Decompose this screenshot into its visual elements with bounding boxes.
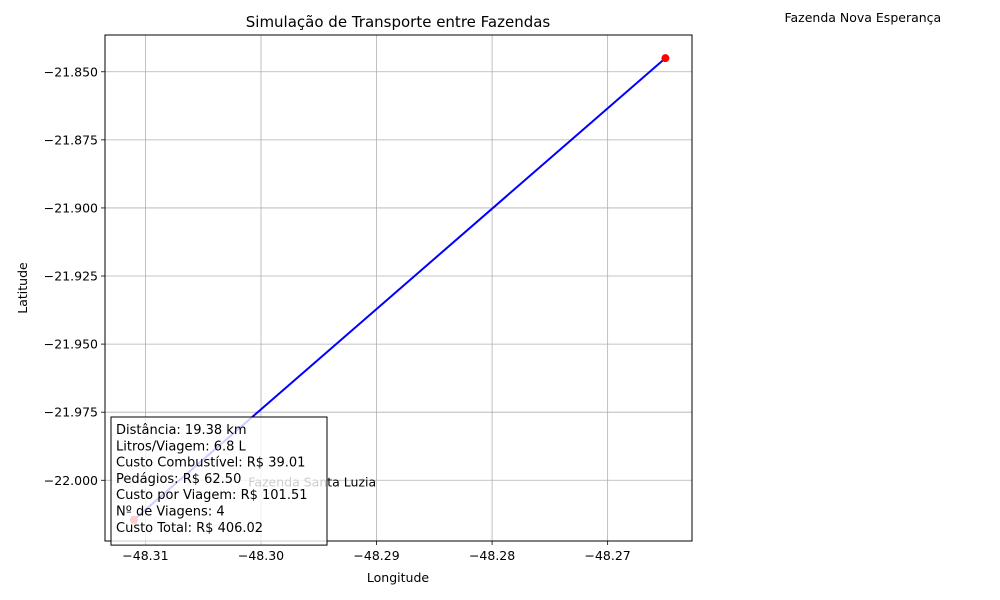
axes-frame <box>104 34 693 542</box>
y-tick-label: −21.850 <box>44 64 98 79</box>
x-tick-label: −48.30 <box>238 548 284 563</box>
info-line: Pedágios: R$ 62.50 <box>116 472 241 487</box>
y-tick-label: −22.000 <box>44 473 98 488</box>
y-tick-label: −21.950 <box>44 337 98 352</box>
x-tick-label: −48.27 <box>585 548 631 563</box>
x-tick-label: −48.28 <box>469 548 515 563</box>
chart-title: Simulação de Transporte entre Fazendas <box>246 13 551 31</box>
info-line: Custo Total: R$ 406.02 <box>116 521 263 536</box>
y-axis-label: Latitude <box>15 262 30 314</box>
info-line: Custo Combustível: R$ 39.01 <box>116 456 305 471</box>
x-tick-label: −48.29 <box>353 548 399 563</box>
info-line: Distância: 19.38 km <box>116 423 246 438</box>
y-axis-ticks: −21.850 −21.875 −21.900 −21.925 −21.950 −21.9… <box>44 64 105 488</box>
x-axis-ticks: −48.31 −48.30 −48.29 −48.28 −48.27 <box>122 541 631 563</box>
x-tick-label: −48.31 <box>122 548 168 563</box>
farm-label: Fazenda Nova Esperança <box>784 10 941 25</box>
x-axis-label: Longitude <box>367 570 429 585</box>
info-line: Litros/Viagem: 6.8 L <box>116 439 247 454</box>
info-line: Custo por Viagem: R$ 101.51 <box>116 488 308 503</box>
y-tick-label: −21.900 <box>44 200 98 215</box>
info-box-frame <box>110 416 328 546</box>
y-tick-label: −21.925 <box>44 269 98 284</box>
farm-marker <box>661 54 670 63</box>
info-line: Nº de Viagens: 4 <box>116 505 225 520</box>
y-tick-label: −21.975 <box>44 405 98 420</box>
y-tick-label: −21.875 <box>44 132 98 147</box>
